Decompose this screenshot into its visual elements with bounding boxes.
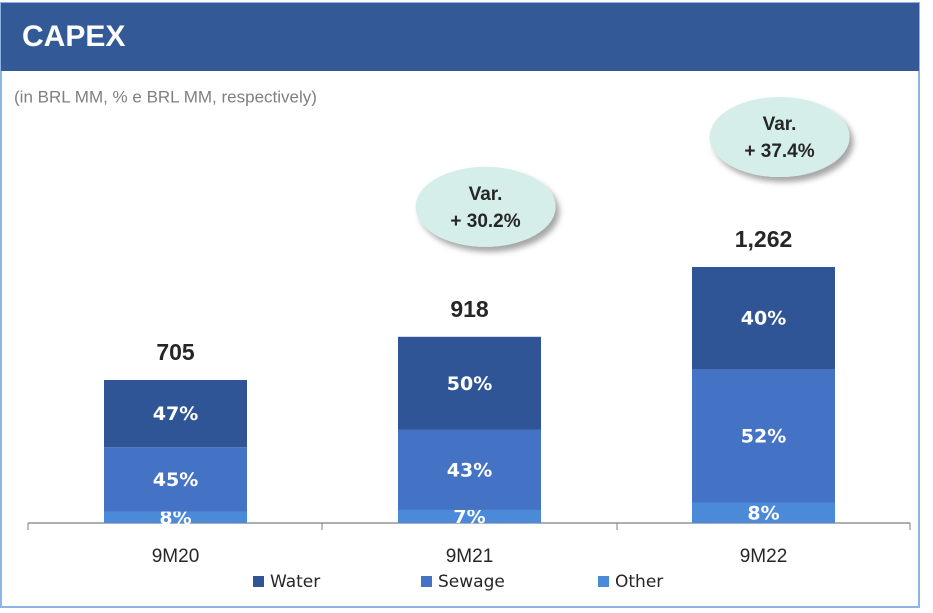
bar-segment: [398, 336, 541, 430]
x-tick-label: 9M22: [740, 546, 788, 567]
segment-label: 45%: [153, 469, 198, 491]
x-tick-label: 9M21: [446, 546, 494, 567]
axis-ticks: [27, 523, 911, 530]
legend-label: Sewage: [438, 572, 505, 592]
bar-segment: [398, 509, 541, 523]
bar-segment: [104, 379, 247, 448]
legend-swatch: [253, 576, 264, 587]
segment-label: 43%: [447, 459, 492, 481]
bar-segment: [104, 511, 247, 523]
segment-label: 47%: [153, 403, 198, 425]
legend-swatch: [598, 576, 609, 587]
variation-text: + 37.4%: [744, 141, 814, 162]
bar-segment: [692, 267, 835, 370]
total-label: 1,262: [735, 226, 793, 252]
segment-label: 8%: [747, 502, 779, 524]
bar-segment: [398, 429, 541, 510]
chart-title: CAPEX: [22, 20, 125, 53]
variation-text: + 30.2%: [450, 211, 520, 232]
bar-segment: [692, 369, 835, 503]
segment-label: 52%: [741, 425, 786, 447]
header-bar: [1, 3, 919, 71]
segment-label: 40%: [741, 308, 786, 330]
variation-bubble: [709, 97, 850, 177]
bar-segment: [692, 502, 835, 523]
legend-label: Other: [615, 572, 663, 592]
segment-label: 8%: [159, 507, 191, 529]
variation-text: Var.: [763, 114, 797, 135]
variation-text: Var.: [469, 184, 503, 205]
segment-label: 50%: [447, 373, 492, 395]
variation-bubble: [415, 166, 556, 247]
bar-segment: [104, 447, 247, 512]
x-tick-label: 9M20: [152, 546, 200, 567]
total-label: 705: [156, 339, 195, 365]
total-label: 918: [450, 296, 489, 322]
subtitle: (in BRL MM, % e BRL MM, respectively): [14, 87, 317, 106]
segment-label: 7%: [453, 506, 485, 528]
legend-label: Water: [270, 572, 320, 592]
legend-swatch: [421, 576, 432, 587]
